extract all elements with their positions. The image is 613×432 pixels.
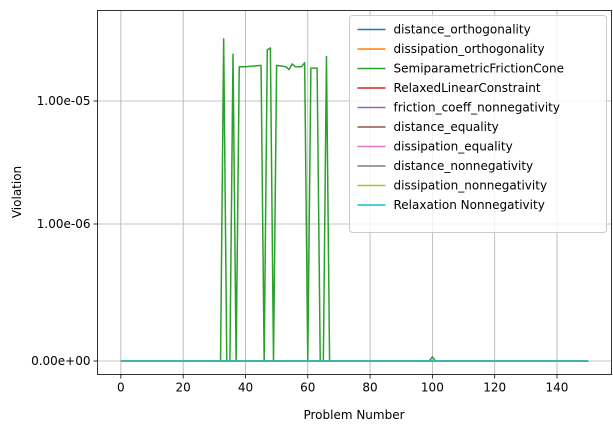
x-tick-label: 120 — [483, 381, 506, 395]
y-tick-label: 0.00e+00 — [31, 354, 90, 368]
x-tick-label: 60 — [300, 381, 315, 395]
legend-label: Relaxation Nonnegativity — [394, 198, 545, 212]
legend-label: dissipation_equality — [394, 140, 513, 154]
legend-label: dissipation_nonnegativity — [394, 179, 548, 193]
x-tick-label: 0 — [117, 381, 125, 395]
legend-label: RelaxedLinearConstraint — [394, 81, 541, 95]
legend-label: friction_coeff_nonnegativity — [394, 101, 560, 115]
legend-label: distance_orthogonality — [394, 23, 531, 37]
legend-label: dissipation_orthogonality — [394, 42, 545, 56]
y-tick-label: 1.00e-06 — [37, 217, 91, 231]
x-tick-label: 20 — [176, 381, 191, 395]
legend-label: SemiparametricFrictionCone — [394, 62, 565, 76]
legend-label: distance_nonnegativity — [394, 159, 534, 173]
series-lines — [120, 38, 589, 362]
x-tick-label: 140 — [546, 381, 569, 395]
y-axis-title: Violation — [10, 166, 24, 218]
x-tick-label: 80 — [362, 381, 377, 395]
series-line — [120, 38, 589, 362]
x-tick-label: 100 — [421, 381, 444, 395]
x-axis-title: Problem Number — [303, 408, 404, 422]
legend-box — [349, 15, 607, 233]
x-tick-label: 40 — [238, 381, 253, 395]
legend-label: distance_equality — [394, 120, 499, 134]
axis-ticks: 0 20 40 60 80 100 120 140 0.00e+00 1.00e-06 1.00e-… — [31, 94, 568, 395]
legend: distance_orthogonality dissipation_orthog… — [349, 15, 607, 233]
y-tick-label: 1.00e-05 — [37, 94, 91, 108]
plot-area-frame — [97, 10, 612, 375]
